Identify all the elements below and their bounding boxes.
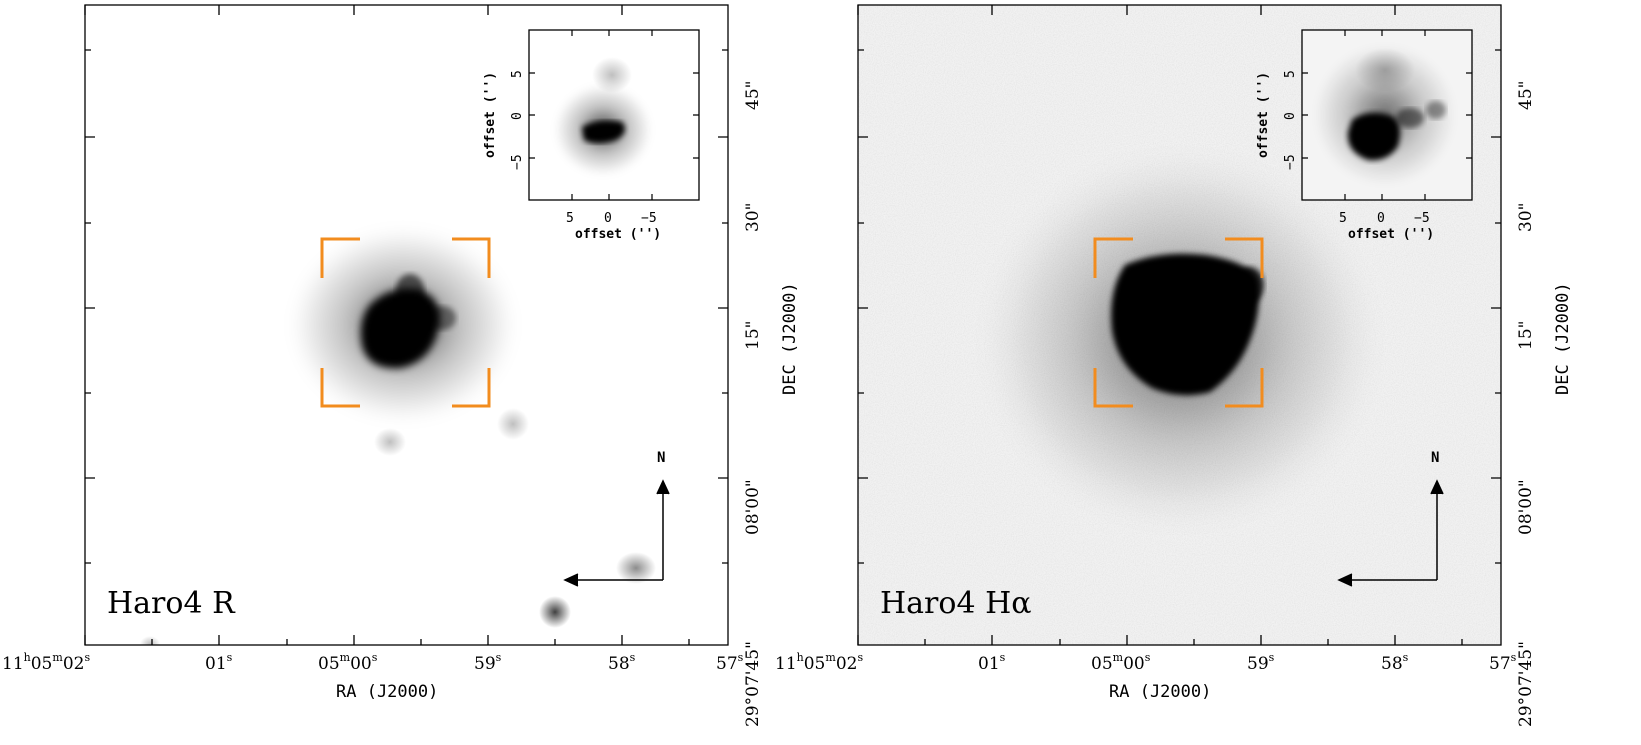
right-inset-ytick-0: 0 <box>1283 112 1298 120</box>
right-inset-xtick-5: 5 <box>1339 211 1347 226</box>
left-x-axis-label: RA (J2000) <box>336 682 438 702</box>
right-compass-north-label: N <box>1431 450 1439 466</box>
left-ra-label: 58s <box>608 651 636 674</box>
left-ra-label: 57s <box>716 651 744 674</box>
panel-left: N Haro4 R 5 0 −5 offset ('') 5 0 −5 offs… <box>2 4 800 727</box>
right-filter-label: Haro4 Hα <box>880 586 1032 621</box>
left-dec-label-30: 30" <box>743 203 763 232</box>
left-ra-label: 11h05m02s <box>2 651 90 674</box>
left-inset: 5 0 −5 offset ('') 5 0 −5 offset ('') <box>483 29 700 242</box>
panel-right: N Haro4 Hα 5 0 −5 offset ('') 5 0 −5 <box>775 4 1573 727</box>
left-dec-label-0800: 08'00" <box>743 479 763 535</box>
right-inset-xlabel: offset ('') <box>1348 227 1434 242</box>
right-inset-xtick-0: 0 <box>1377 211 1385 226</box>
left-ra-label: 01s <box>205 651 233 674</box>
left-compass-north-label: N <box>657 450 665 466</box>
right-frame <box>857 4 1502 646</box>
right-y-axis-label: DEC (J2000) <box>1553 282 1573 395</box>
left-ra-labels: 11h05m02s 01s 05m00s 59s 58s 57s <box>2 651 744 674</box>
right-ticks <box>857 5 1501 645</box>
left-dec-label-15: 15" <box>743 321 763 350</box>
right-dec-label-45: 45" <box>1516 81 1536 110</box>
left-dec-label-45: 45" <box>743 81 763 110</box>
right-inset-ytick-5: 5 <box>1283 70 1298 78</box>
right-ra-label: 11h05m02s <box>775 651 863 674</box>
right-dec-label-0800: 08'00" <box>1516 479 1536 535</box>
left-inset-xlabel: offset ('') <box>575 227 661 242</box>
left-target-brackets <box>320 237 491 408</box>
right-inset-ytick-neg5: −5 <box>1283 154 1298 170</box>
left-inset-xtick-0: 0 <box>604 211 612 226</box>
right-target-brackets <box>1093 237 1264 408</box>
right-dec-label-30: 30" <box>1516 203 1536 232</box>
left-inset-xtick-5: 5 <box>566 211 574 226</box>
left-dec-label-0745: 29°07'45" <box>743 641 763 727</box>
left-y-axis-label: DEC (J2000) <box>780 282 800 395</box>
right-ra-label: 05m00s <box>1091 651 1151 674</box>
right-ra-label: 58s <box>1381 651 1409 674</box>
right-dec-label-15: 15" <box>1516 321 1536 350</box>
left-inset-ylabel: offset ('') <box>483 72 498 158</box>
right-ra-labels: 11h05m02s 01s 05m00s 59s 58s 57s <box>775 651 1517 674</box>
left-frame <box>84 4 729 646</box>
left-dec-labels: 29°07'45" 08'00" 15" 30" 45" <box>743 81 763 727</box>
right-inset-xtick-neg5: −5 <box>1414 211 1430 226</box>
right-compass <box>1337 479 1444 587</box>
left-inset-xtick-neg5: −5 <box>641 211 657 226</box>
right-dec-label-0745: 29°07'45" <box>1516 641 1536 727</box>
left-ticks <box>84 5 728 645</box>
right-ra-label: 01s <box>978 651 1006 674</box>
left-compass <box>563 479 670 587</box>
right-ra-label: 57s <box>1489 651 1517 674</box>
left-inset-ytick-0: 0 <box>510 112 525 120</box>
right-dec-labels: 29°07'45" 08'00" 15" 30" 45" <box>1516 81 1536 727</box>
right-inset: 5 0 −5 offset ('') 5 0 −5 offset ('') <box>1256 29 1473 242</box>
right-ra-label: 59s <box>1247 651 1275 674</box>
left-inset-ytick-5: 5 <box>510 70 525 78</box>
left-filter-label: Haro4 R <box>107 586 236 621</box>
left-ra-label: 59s <box>474 651 502 674</box>
left-inset-ytick-neg5: −5 <box>510 154 525 170</box>
left-ra-label: 05m00s <box>318 651 378 674</box>
right-x-axis-label: RA (J2000) <box>1109 682 1211 702</box>
right-inset-ylabel: offset ('') <box>1256 72 1271 158</box>
